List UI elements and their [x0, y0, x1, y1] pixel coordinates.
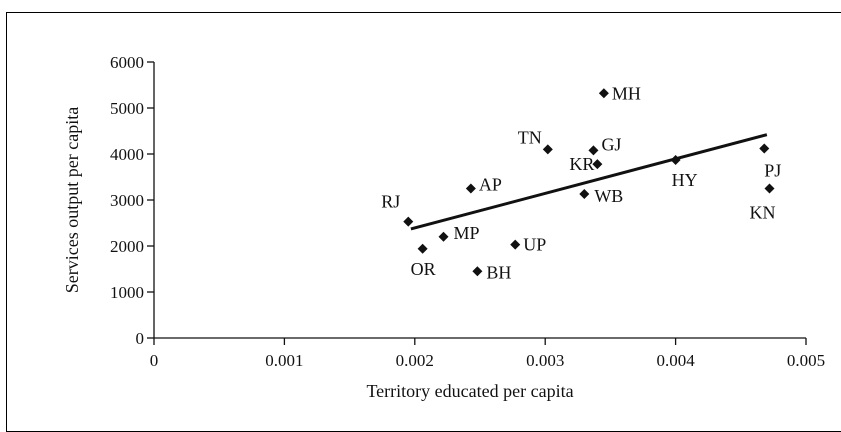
- data-point-bh: [472, 266, 483, 277]
- y-tick-label: 2000: [110, 237, 144, 256]
- point-label-gj: GJ: [601, 134, 621, 154]
- y-tick-label: 0: [136, 329, 145, 348]
- data-point-mp: [438, 231, 449, 242]
- scatter-chart: 0 1000 2000 3000 4000 5000 6000 0 0.001 0.002 0.0…: [62, 53, 825, 401]
- point-label-up: UP: [523, 235, 546, 255]
- data-point-tn: [542, 144, 553, 155]
- point-label-kn: KN: [749, 203, 775, 223]
- data-point-ap: [465, 183, 476, 194]
- x-tick-label: 0.004: [656, 351, 695, 370]
- y-tick-label: 1000: [110, 283, 144, 302]
- point-label-mh: MH: [612, 83, 641, 103]
- data-point-wb: [579, 189, 590, 200]
- data-point-or: [417, 243, 428, 254]
- point-label-tn: TN: [518, 127, 542, 147]
- y-axis: 0 1000 2000 3000 4000 5000 6000: [110, 53, 155, 348]
- x-tick-label: 0.005: [787, 351, 825, 370]
- point-label-ap: AP: [479, 175, 502, 195]
- x-axis-title: Territory educated per capita: [366, 381, 573, 401]
- x-tick-label: 0.003: [526, 351, 564, 370]
- point-label-wb: WB: [594, 186, 623, 206]
- data-point-pj: [759, 143, 770, 154]
- data-point-rj: [403, 216, 414, 227]
- data-point-gj: [588, 145, 599, 156]
- point-label-pj: PJ: [764, 160, 781, 180]
- data-points: MH TN GJ KR PJ HY AP WB KN RJ MP UP OR BH: [381, 83, 781, 282]
- data-point-up: [510, 239, 521, 250]
- y-tick-label: 5000: [110, 99, 144, 118]
- point-label-hy: HY: [672, 170, 698, 190]
- data-point-kn: [764, 183, 775, 194]
- point-label-bh: BH: [486, 262, 511, 282]
- data-point-kr: [592, 159, 603, 170]
- point-label-kr: KR: [569, 154, 594, 174]
- data-point-mh: [598, 88, 609, 99]
- trendline: [410, 133, 768, 231]
- x-tick-label: 0.001: [265, 351, 303, 370]
- point-label-mp: MP: [453, 223, 479, 243]
- y-tick-label: 4000: [110, 145, 144, 164]
- trendline-line: [410, 133, 768, 231]
- x-axis: 0 0.001 0.002 0.003 0.004 0.005: [150, 337, 825, 370]
- data-point-hy: [670, 154, 681, 165]
- y-tick-label: 3000: [110, 191, 144, 210]
- point-label-rj: RJ: [381, 192, 400, 212]
- point-label-or: OR: [411, 259, 436, 279]
- y-tick-label: 6000: [110, 53, 144, 72]
- x-tick-label: 0: [150, 351, 159, 370]
- x-tick-label: 0.002: [396, 351, 434, 370]
- y-axis-title: Services output per capita: [62, 107, 82, 293]
